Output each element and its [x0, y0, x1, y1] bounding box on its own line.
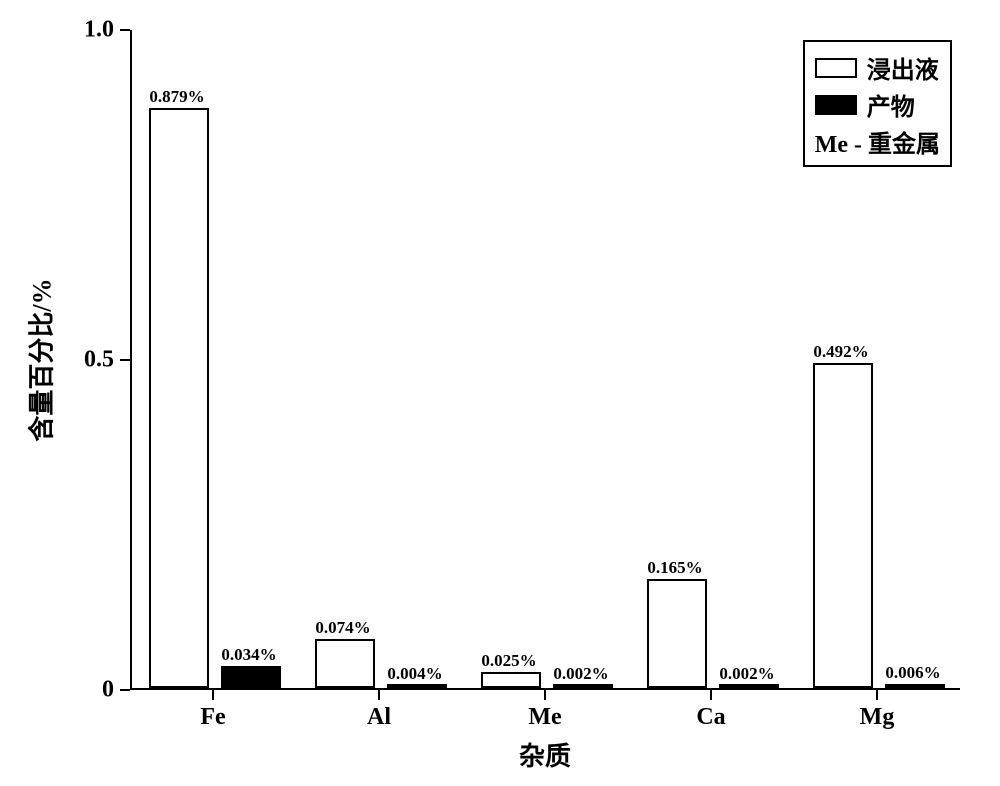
bar-value-label: 0.006% — [885, 663, 940, 683]
bar-value-label: 0.002% — [553, 664, 608, 684]
y-tick — [120, 359, 130, 361]
bar-value-label: 0.002% — [719, 664, 774, 684]
bar-产物 — [387, 684, 447, 688]
bar-浸出液 — [315, 639, 375, 688]
y-tick — [120, 689, 130, 691]
legend-item: 浸出液 — [815, 50, 940, 85]
y-tick-label: 0.5 — [84, 347, 114, 374]
x-axis-label: 杂质 — [519, 736, 571, 773]
y-axis-label: 含量百分比/% — [22, 278, 59, 441]
x-tick-label: Al — [367, 704, 391, 731]
bar-value-label: 0.034% — [221, 645, 276, 665]
impurity-bar-chart: 0 0.5 1.0 含量百分比/% 0.879% 0.034% Fe 0.074% 0.004%… — [0, 0, 1000, 786]
x-tick — [544, 690, 546, 700]
bar-产物 — [885, 684, 945, 688]
legend-label: 产物 — [867, 87, 915, 122]
bar-value-label: 0.165% — [647, 558, 702, 578]
bar-浸出液 — [149, 108, 209, 688]
bar-浸出液 — [481, 672, 541, 689]
x-tick — [378, 690, 380, 700]
y-tick — [120, 29, 130, 31]
x-tick-label: Ca — [696, 704, 725, 731]
x-tick — [212, 690, 214, 700]
bar-value-label: 0.074% — [315, 618, 370, 638]
bar-value-label: 0.025% — [481, 651, 536, 671]
bar-value-label: 0.492% — [813, 342, 868, 362]
y-tick-label: 0 — [102, 677, 114, 704]
legend: 浸出液产物Me - 重金属 — [803, 40, 952, 167]
bar-浸出液 — [647, 579, 707, 688]
legend-swatch — [815, 95, 857, 115]
legend-note: Me - 重金属 — [815, 124, 940, 159]
legend-swatch — [815, 58, 857, 78]
x-tick-label: Me — [528, 704, 561, 731]
legend-label: 浸出液 — [867, 50, 939, 85]
x-tick — [710, 690, 712, 700]
bar-产物 — [553, 684, 613, 688]
y-tick-label: 1.0 — [84, 17, 114, 44]
x-tick-label: Fe — [200, 704, 225, 731]
x-tick-label: Mg — [860, 704, 895, 731]
bar-value-label: 0.004% — [387, 664, 442, 684]
bar-产物 — [221, 666, 281, 688]
bar-产物 — [719, 684, 779, 688]
x-tick — [876, 690, 878, 700]
bar-浸出液 — [813, 363, 873, 688]
bar-value-label: 0.879% — [149, 87, 204, 107]
legend-item: 产物 — [815, 87, 940, 122]
